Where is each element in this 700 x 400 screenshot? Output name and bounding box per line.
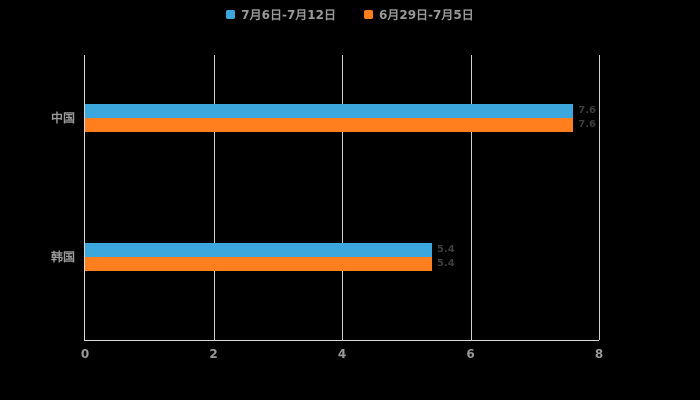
legend-marker-icon <box>226 10 236 19</box>
bar-korea-week2[interactable] <box>85 243 432 257</box>
bar-value-label: 7.6 <box>578 119 597 130</box>
gridline-2 <box>213 55 215 340</box>
plot-area: 中国 7.6 7.6 韩国 5.4 5.4 0 2 4 <box>51 55 603 361</box>
category-label-china: 中国 <box>50 111 75 125</box>
bar-group-korea: 韩国 5.4 5.4 <box>51 243 599 271</box>
legend-label-week2: 7月6日-7月12日 <box>241 8 336 22</box>
bar-value-label: 7.6 <box>578 105 597 116</box>
bar-value-label: 5.4 <box>436 258 455 269</box>
x-tick-6: 6 <box>466 347 475 361</box>
legend-item-week2[interactable]: 7月6日-7月12日 <box>226 6 336 23</box>
legend-item-week1[interactable]: 6月29日-7月5日 <box>364 6 474 23</box>
x-tick-0: 0 <box>80 347 90 361</box>
bar-china-week1[interactable] <box>85 118 574 132</box>
gridline-8 <box>599 55 600 340</box>
gridline-4 <box>342 55 343 340</box>
category-label-korea: 韩国 <box>50 250 75 264</box>
chart-legend: 7月6日-7月12日 6月29日-7月5日 <box>0 6 700 23</box>
x-tick-4: 4 <box>337 347 347 361</box>
bar-korea-week1[interactable] <box>85 257 432 271</box>
x-tick-2: 2 <box>209 347 218 361</box>
x-tick-8: 8 <box>594 347 604 361</box>
bar-group-china: 中国 7.6 7.6 <box>51 104 599 132</box>
legend-label-week1: 6月29日-7月5日 <box>379 8 474 22</box>
bar-china-week2[interactable] <box>85 104 574 118</box>
bar-value-label: 5.4 <box>436 244 455 255</box>
legend-marker-icon <box>364 10 373 19</box>
gridline-6 <box>470 55 472 340</box>
